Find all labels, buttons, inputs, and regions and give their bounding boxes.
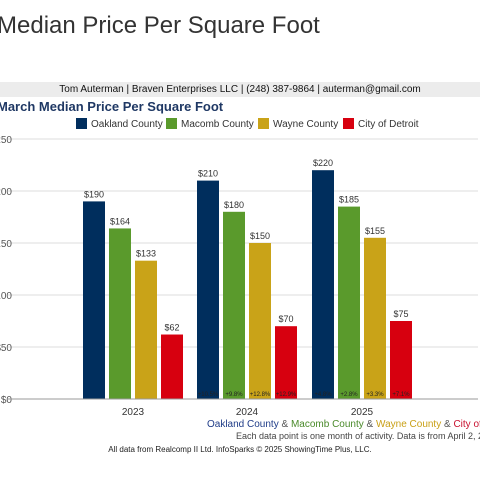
change-label: +7.1% (392, 392, 410, 398)
bar-value-label: $164 (110, 216, 130, 226)
legend-label: Macomb County (181, 119, 254, 130)
bar (338, 206, 360, 399)
legend-swatch (76, 118, 87, 129)
bar (161, 334, 183, 399)
change-label: +12.8% (250, 392, 271, 398)
legend-swatch (166, 118, 177, 129)
y-tick-label: $150 (0, 239, 12, 250)
bottom-legend-item: Wayne County (376, 419, 441, 430)
bar (312, 170, 334, 399)
legend-swatch (258, 118, 269, 129)
bar-value-label: $150 (250, 231, 270, 241)
bar-value-label: $70 (278, 314, 293, 324)
bar (83, 201, 105, 399)
bars: $190 $164 $133 $62 $210 +10.5% $180 +9.8% $150 +1… (83, 158, 412, 399)
bar (275, 326, 297, 399)
y-tick-label: $0 (1, 395, 13, 406)
bar-value-label: $155 (365, 226, 385, 236)
y-tick-label: $200 (0, 187, 12, 198)
bar-value-label: $180 (224, 200, 244, 210)
legend-label: Oakland County (91, 119, 163, 130)
x-tick-label: 2025 (351, 407, 374, 418)
bottom-legend-separator: & (364, 419, 376, 430)
x-tick-label: 2024 (236, 407, 259, 418)
bottom-legend-separator: & (279, 419, 291, 430)
contact-bar: Tom Auterman | Braven Enterprises LLC | … (0, 82, 480, 97)
change-label: +3.3% (366, 392, 384, 398)
bar (109, 228, 131, 399)
bar-value-label: $133 (136, 249, 156, 259)
bottom-legend-item: Macomb County (291, 419, 364, 430)
bar (197, 180, 219, 399)
bar-value-label: $185 (339, 195, 359, 205)
x-axis-ticks: 2023 2024 2025 (122, 407, 374, 418)
bar-value-label: $190 (84, 189, 104, 199)
y-axis-ticks: $0 $50 $100 $150 $200 $250 (0, 135, 12, 406)
y-tick-label: $50 (0, 343, 12, 354)
change-label: +9.8% (225, 392, 243, 398)
bar-value-label: $75 (393, 309, 408, 319)
change-label: +12.9% (276, 392, 297, 398)
chart-legend: Oakland County Macomb County Wayne County C… (76, 118, 419, 130)
change-label: +4.8% (314, 392, 332, 398)
y-tick-label: $250 (0, 135, 12, 146)
bottom-legend-item: Oakland County (207, 419, 279, 430)
bar-value-label: $220 (313, 158, 333, 168)
data-note: Each data point is one month of activity… (236, 431, 480, 441)
bar (135, 260, 157, 399)
bar-chart: March Median Price Per Square Foot Oakla… (0, 99, 480, 430)
change-label: +10.5% (198, 392, 219, 398)
bottom-legend: Oakland County & Macomb County & Wayne C… (207, 419, 480, 430)
change-label: +2.8% (340, 392, 358, 398)
bar-value-label: $210 (198, 169, 218, 179)
bar (249, 243, 271, 399)
bar (390, 321, 412, 399)
bar (223, 211, 245, 399)
data-credit: All data from Realcomp II Ltd. InfoSpark… (108, 445, 372, 454)
bar (364, 237, 386, 399)
x-tick-label: 2023 (122, 407, 145, 418)
y-tick-label: $100 (0, 291, 12, 302)
chart-title: March Median Price Per Square Foot (0, 99, 224, 114)
bottom-legend-item: City of Detroit (453, 419, 480, 430)
page-title: Median Price Per Square Foot (0, 12, 320, 39)
legend-swatch (343, 118, 354, 129)
bottom-legend-separator: & (441, 419, 453, 430)
legend-label: Wayne County (273, 119, 338, 130)
legend-label: City of Detroit (358, 119, 419, 130)
bar-value-label: $62 (164, 323, 179, 333)
